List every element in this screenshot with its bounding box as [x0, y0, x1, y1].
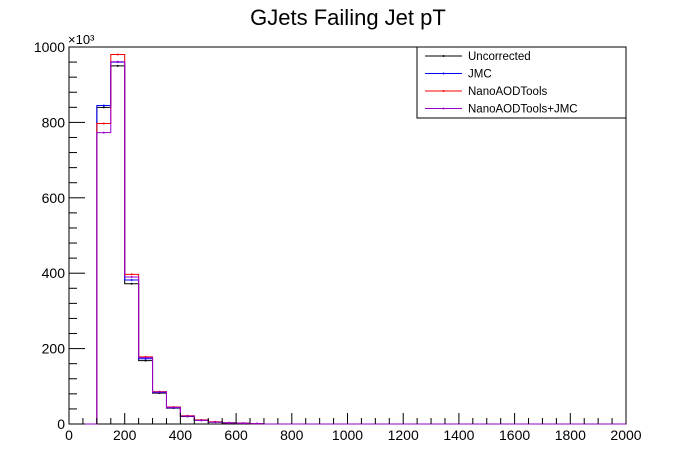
series-point-3 — [228, 421, 231, 424]
series-point-0 — [102, 106, 105, 109]
series-point-3 — [172, 406, 175, 409]
axes-layer: 0 200 400 600 800 1000 1200 1400 1600 1800 2000 0 20… — [34, 39, 642, 443]
series-point-3 — [144, 356, 147, 359]
series-point-3 — [158, 390, 161, 393]
legend-label-0: Uncorrected — [468, 51, 531, 63]
series-point-3 — [116, 60, 119, 63]
y-tick-label: 0 — [57, 416, 65, 432]
legend-marker-3 — [442, 107, 445, 110]
legend: Uncorrected JMC NanoAODTools NanoAODTools+J… — [416, 46, 627, 119]
legend-label-1: JMC — [468, 69, 492, 81]
y-tick-label: 200 — [42, 341, 66, 357]
series-line-3 — [69, 61, 626, 425]
series-point-3 — [242, 422, 245, 425]
x-tick-label: 400 — [169, 427, 193, 443]
series-point-3 — [255, 422, 258, 425]
legend-marker-0 — [442, 55, 445, 57]
series-layer — [69, 53, 626, 425]
series-point-0 — [116, 64, 119, 67]
x-tick-label: 1000 — [332, 427, 363, 443]
series-point-3 — [130, 275, 133, 278]
x-tick-label: 1400 — [443, 427, 474, 443]
series-point-3 — [102, 131, 105, 134]
y-exponent-label: ×10³ — [68, 32, 95, 47]
legend-label-2: NanoAODTools — [468, 86, 548, 98]
x-tick-label: 2000 — [610, 427, 641, 443]
legend-marker-1 — [442, 72, 445, 75]
x-tick-label: 600 — [224, 427, 248, 443]
series-point-3 — [214, 421, 217, 424]
series-point-3 — [200, 419, 203, 422]
y-tick-label: 600 — [42, 190, 66, 206]
x-tick-label: 0 — [65, 427, 73, 443]
x-tick-label: 800 — [280, 427, 304, 443]
series-point-2 — [102, 122, 105, 125]
legend-box — [416, 46, 627, 119]
y-tick-label: 1000 — [34, 39, 65, 55]
y-tick-label: 800 — [42, 114, 66, 130]
series-point-2 — [130, 273, 133, 276]
x-tick-label: 1200 — [388, 427, 419, 443]
chart-title: GJets Failing Jet pT — [250, 5, 446, 30]
legend-marker-2 — [442, 90, 445, 92]
series-point-2 — [116, 53, 119, 56]
legend-label-3: NanoAODTools+JMC — [468, 104, 578, 116]
x-tick-label: 1600 — [499, 427, 530, 443]
x-tick-label: 200 — [113, 427, 137, 443]
series-point-1 — [102, 104, 105, 107]
series-point-0 — [130, 282, 133, 285]
series-point-1 — [130, 278, 133, 281]
y-tick-label: 400 — [42, 265, 66, 281]
series-point-0 — [144, 359, 147, 362]
x-tick-label: 1800 — [555, 427, 586, 443]
series-point-3 — [186, 415, 189, 418]
